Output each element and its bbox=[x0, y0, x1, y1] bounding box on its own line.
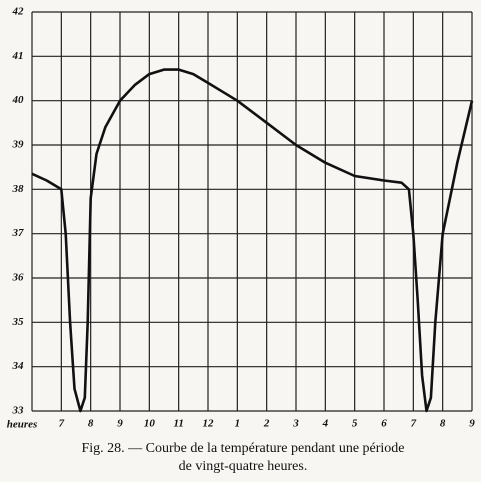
caption: Fig. 28. — Courbe de la température pend… bbox=[81, 441, 404, 456]
x-tick-label: 1 bbox=[235, 418, 241, 430]
y-tick-label: 35 bbox=[12, 316, 25, 328]
x-tick-label: 9 bbox=[469, 418, 475, 430]
x-axis-label: heures bbox=[7, 419, 38, 431]
y-tick-label: 34 bbox=[12, 360, 25, 372]
x-tick-label: 4 bbox=[322, 418, 329, 430]
x-tick-label: 11 bbox=[173, 418, 183, 430]
temperature-curve bbox=[31, 68, 474, 413]
y-tick-label: 42 bbox=[12, 6, 25, 18]
y-tick-label: 36 bbox=[12, 272, 25, 284]
x-tick-label: 10 bbox=[144, 418, 156, 430]
x-tick-label: 8 bbox=[440, 418, 446, 430]
x-tick-label: 2 bbox=[263, 418, 270, 430]
x-tick-label: 7 bbox=[59, 418, 65, 430]
y-tick-label: 39 bbox=[12, 139, 25, 151]
x-tick-label: 3 bbox=[292, 418, 299, 430]
y-tick-label: 40 bbox=[12, 94, 25, 106]
x-tick-label: 8 bbox=[88, 418, 94, 430]
x-tick-label: 6 bbox=[381, 418, 387, 430]
caption: de vingt-quatre heures. bbox=[179, 459, 308, 474]
x-tick-label: 7 bbox=[411, 418, 417, 430]
x-tick-label: 5 bbox=[352, 418, 358, 430]
y-tick-label: 38 bbox=[12, 183, 25, 195]
y-tick-label: 37 bbox=[12, 227, 25, 239]
y-tick-label: 41 bbox=[12, 50, 24, 62]
x-tick-label: 9 bbox=[117, 418, 123, 430]
x-tick-label: 12 bbox=[203, 418, 215, 430]
y-tick-label: 33 bbox=[12, 405, 25, 417]
